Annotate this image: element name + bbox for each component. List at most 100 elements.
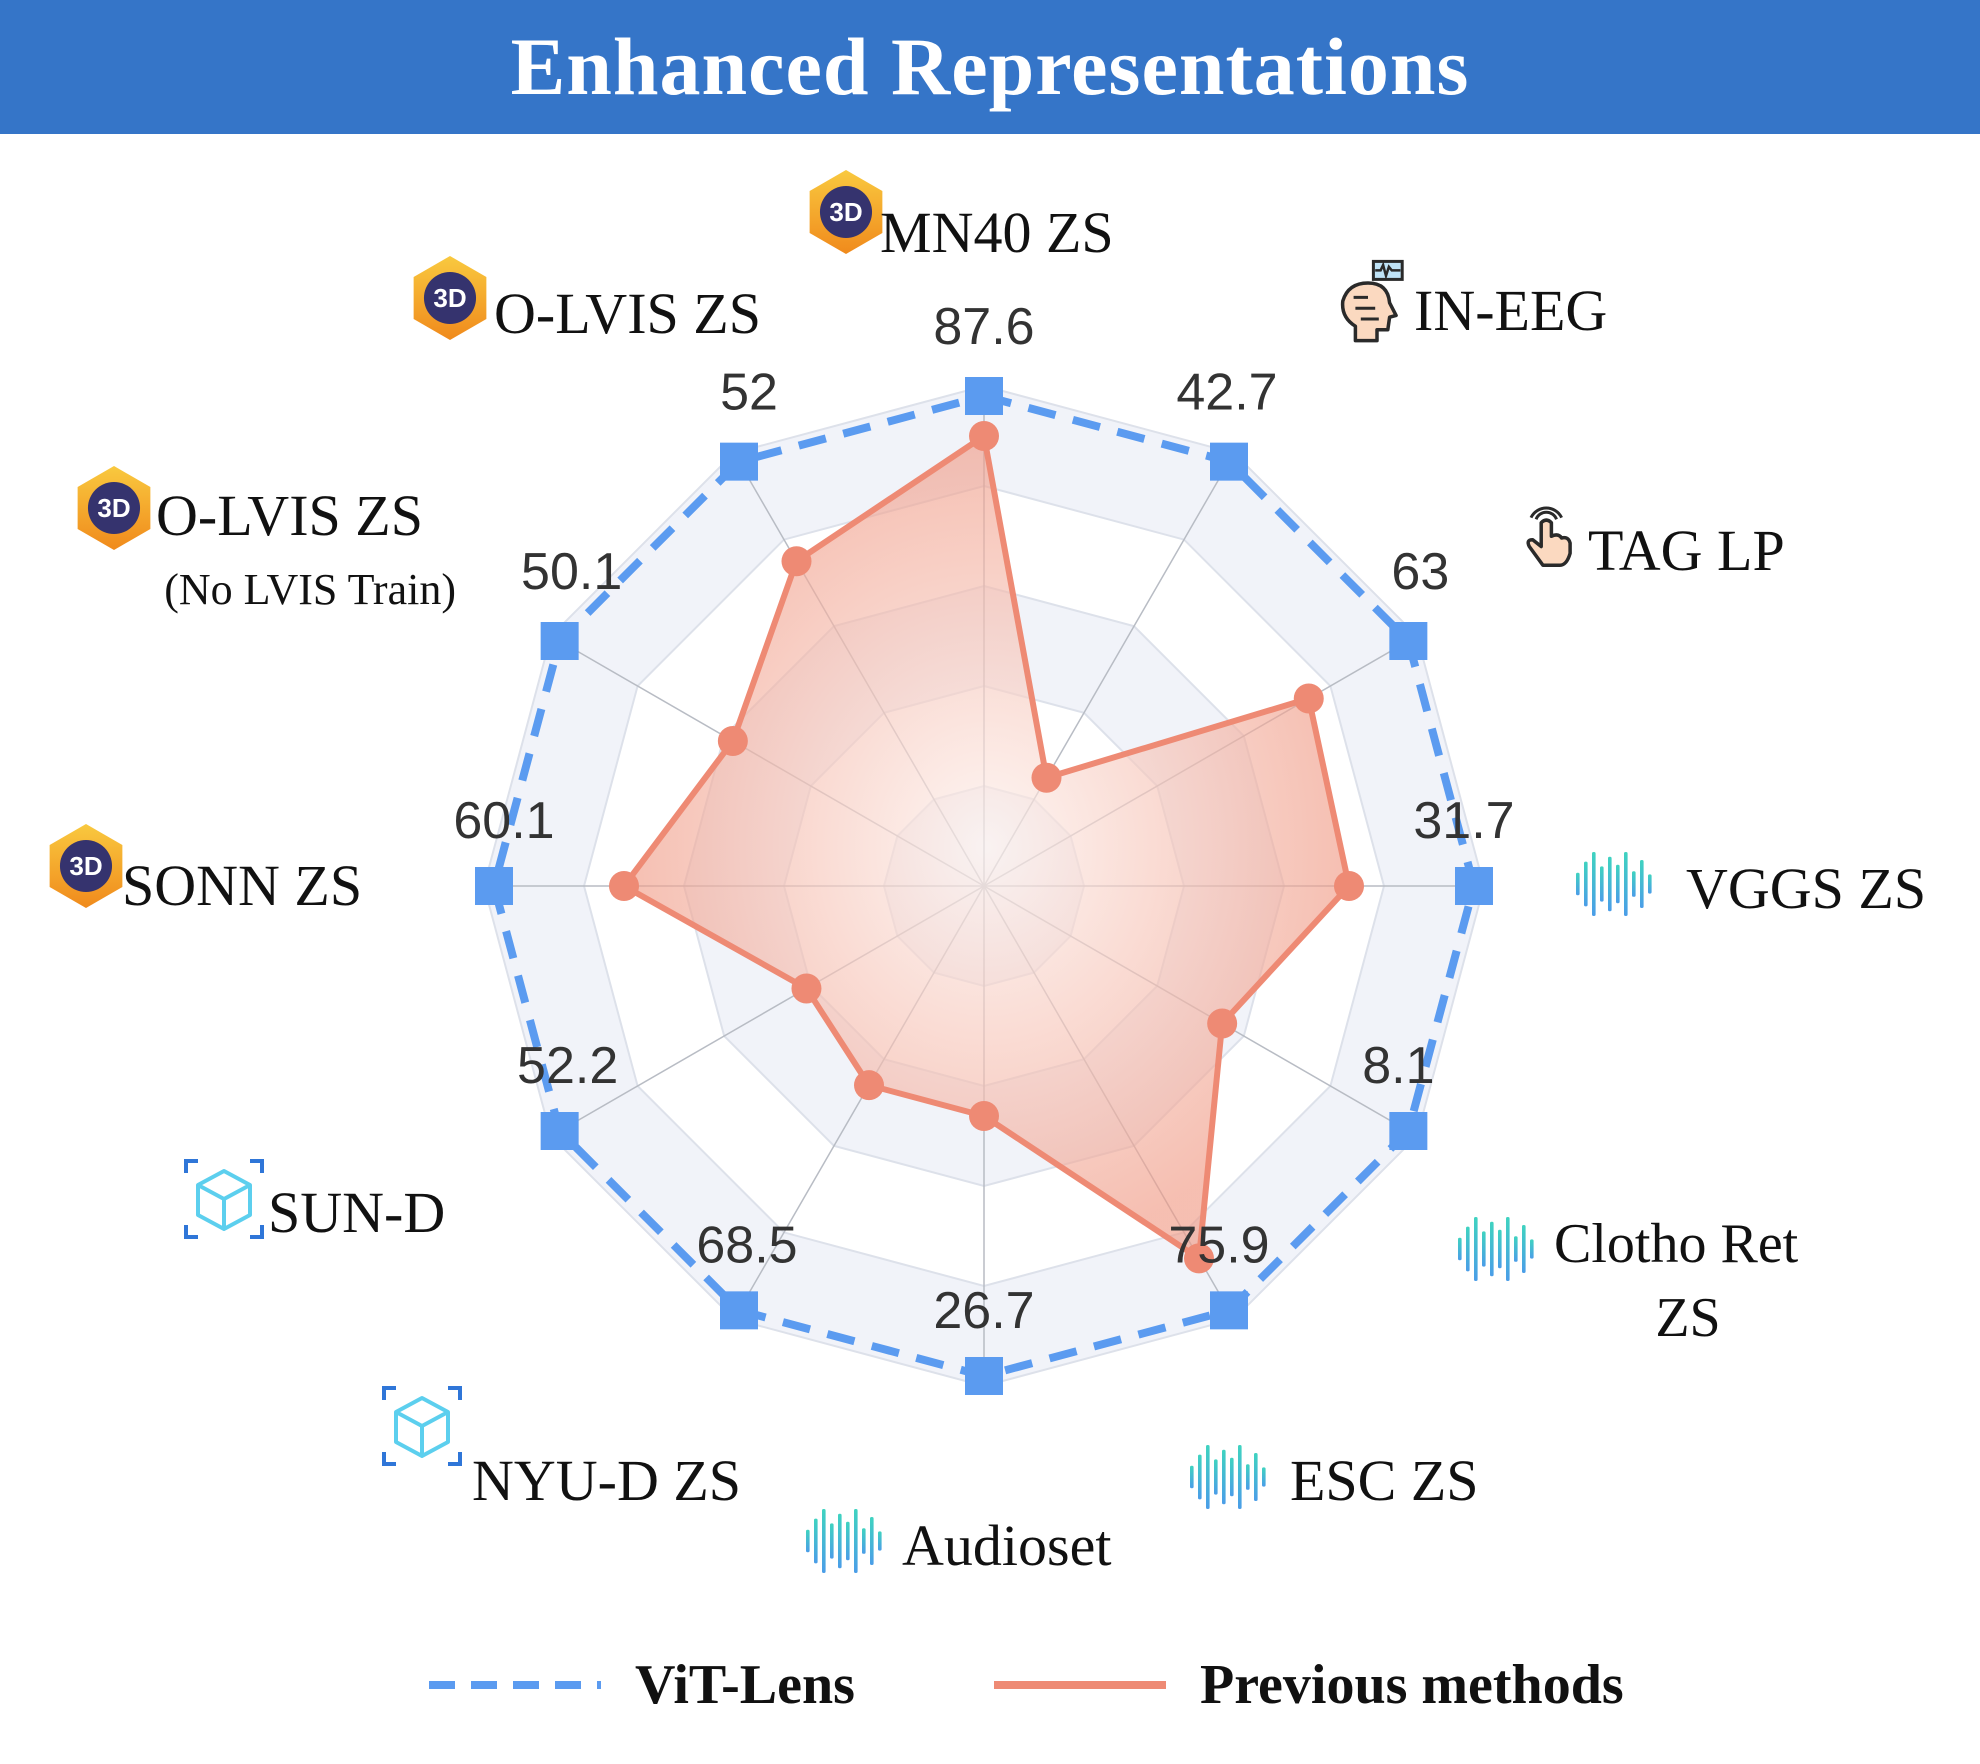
vit-lens-point bbox=[1389, 1112, 1428, 1150]
audio-waveform-icon bbox=[1458, 1217, 1534, 1281]
vit-lens-point bbox=[1210, 1291, 1248, 1330]
legend: ViT-Lens Previous methods bbox=[0, 1640, 1980, 1730]
wave-bar bbox=[1230, 1457, 1234, 1497]
previous-methods-point bbox=[969, 1101, 999, 1131]
wave-bar bbox=[1190, 1465, 1194, 1489]
vit-lens-point bbox=[965, 377, 1003, 415]
category-label: ESC ZS bbox=[1290, 1448, 1479, 1513]
audio-waveform-icon bbox=[1190, 1445, 1266, 1509]
vit-lens-point bbox=[540, 1112, 579, 1150]
page-title: Enhanced Representations bbox=[510, 21, 1470, 112]
wave-bar bbox=[1576, 872, 1580, 896]
brain-eeg-head-icon bbox=[1340, 259, 1404, 343]
wave-bar bbox=[1640, 860, 1644, 908]
radar-labels: 87.6 42.7 63 31.7 8.1 75.9 26.7 68.5 52.2 60.1 50.… bbox=[49, 170, 1926, 1578]
cube-frame bbox=[382, 1386, 462, 1466]
previous-methods-point bbox=[781, 546, 812, 577]
audio-waveform-icon bbox=[1576, 852, 1652, 916]
value-label: 42.7 bbox=[1176, 364, 1277, 422]
wave-bar bbox=[1506, 1217, 1510, 1281]
dashed-line-swatch bbox=[429, 1681, 601, 1689]
wave-bar bbox=[1246, 1464, 1250, 1490]
value-label: 60.1 bbox=[453, 792, 554, 850]
audio-waveform-icon bbox=[806, 1509, 882, 1573]
wave-bar bbox=[1624, 852, 1628, 916]
wave-bar bbox=[822, 1509, 826, 1573]
wave-bar bbox=[1632, 871, 1636, 897]
previous-methods-point bbox=[791, 973, 822, 1004]
vit-lens-point bbox=[1389, 622, 1428, 660]
wave-bar bbox=[1490, 1221, 1494, 1277]
title-banner: Enhanced Representations bbox=[0, 0, 1980, 134]
brain-lines bbox=[1353, 295, 1379, 321]
wave-bar bbox=[814, 1518, 818, 1564]
legend-label: ViT-Lens bbox=[635, 1654, 855, 1716]
previous-methods-point bbox=[1207, 1008, 1238, 1039]
category-label: MN40 ZS bbox=[880, 200, 1114, 265]
category-label: TAG LP bbox=[1588, 518, 1785, 583]
previous-methods-point bbox=[609, 871, 639, 901]
wave-bar bbox=[1458, 1237, 1462, 1261]
previous-methods-point bbox=[854, 1070, 884, 1101]
wave-bar bbox=[1254, 1453, 1258, 1501]
wave-bar bbox=[1498, 1229, 1502, 1269]
value-label: 8.1 bbox=[1362, 1037, 1434, 1095]
wave-bar bbox=[1214, 1459, 1218, 1495]
previous-methods-point bbox=[969, 421, 999, 451]
wave-bar bbox=[846, 1521, 850, 1561]
vit-lens-point bbox=[965, 1357, 1003, 1395]
category-label: VGGS ZS bbox=[1686, 856, 1926, 921]
radar-chart: 87.6 42.7 63 31.7 8.1 75.9 26.7 68.5 52.2 60.1 50.… bbox=[49, 170, 1926, 1578]
vit-lens-point bbox=[540, 622, 579, 660]
hexagon-text: 3D bbox=[433, 283, 466, 313]
legend-item-previous-methods: Previous methods bbox=[990, 1640, 1624, 1730]
wave-bar bbox=[1198, 1454, 1202, 1500]
wave-bar bbox=[1648, 874, 1652, 894]
category-label: Clotho Ret bbox=[1554, 1213, 1799, 1275]
wave-bar bbox=[1262, 1467, 1266, 1487]
previous-methods-point bbox=[1031, 762, 1062, 793]
vit-lens-point bbox=[720, 1291, 758, 1330]
vit-lens-point bbox=[475, 867, 513, 905]
head-shape bbox=[1340, 281, 1398, 343]
3d-cube-hexagon-icon: 3D bbox=[413, 256, 487, 340]
value-label: 87.6 bbox=[933, 298, 1034, 356]
hexagon-disc bbox=[819, 185, 873, 239]
wave-bar bbox=[1616, 864, 1620, 904]
category-label: IN-EEG bbox=[1414, 278, 1607, 343]
previous-methods-point bbox=[1293, 683, 1324, 714]
touch-arcs bbox=[1529, 506, 1563, 520]
hexagon-disc bbox=[87, 481, 141, 535]
wave-bar bbox=[1584, 861, 1588, 907]
value-label: 68.5 bbox=[696, 1216, 797, 1274]
cube-frame bbox=[184, 1159, 264, 1239]
value-label: 75.9 bbox=[1168, 1216, 1269, 1274]
hand-shape bbox=[1526, 518, 1572, 567]
hexagon-disc bbox=[59, 839, 113, 893]
category-label-line2: ZS bbox=[1655, 1287, 1720, 1349]
vit-lens-point bbox=[1210, 442, 1248, 481]
wave-bar bbox=[854, 1509, 858, 1573]
value-label: 52 bbox=[720, 364, 778, 422]
category-label: O-LVIS ZS bbox=[494, 281, 761, 346]
wave-bar bbox=[862, 1528, 866, 1554]
wave-bar bbox=[838, 1513, 842, 1569]
legend-item-vit-lens: ViT-Lens bbox=[425, 1640, 855, 1730]
previous-methods-point bbox=[717, 726, 748, 756]
wave-bar bbox=[1466, 1226, 1470, 1272]
category-sublabel: (No LVIS Train) bbox=[164, 565, 456, 614]
vit-lens-point bbox=[720, 442, 758, 481]
wave-bar bbox=[1222, 1449, 1226, 1505]
wave-bar bbox=[806, 1529, 810, 1553]
value-label: 31.7 bbox=[1413, 792, 1514, 850]
wave-bar bbox=[1206, 1445, 1210, 1509]
value-label: 52.2 bbox=[517, 1037, 618, 1095]
category-label: O-LVIS ZS bbox=[156, 483, 423, 548]
legend-label: Previous methods bbox=[1200, 1654, 1624, 1716]
wave-bar bbox=[870, 1517, 874, 1565]
wave-bar bbox=[1592, 852, 1596, 916]
hexagon-disc bbox=[423, 271, 477, 325]
wave-bar bbox=[1522, 1225, 1526, 1273]
depth-cube-icon bbox=[382, 1386, 462, 1466]
wave-bar bbox=[1530, 1239, 1534, 1259]
